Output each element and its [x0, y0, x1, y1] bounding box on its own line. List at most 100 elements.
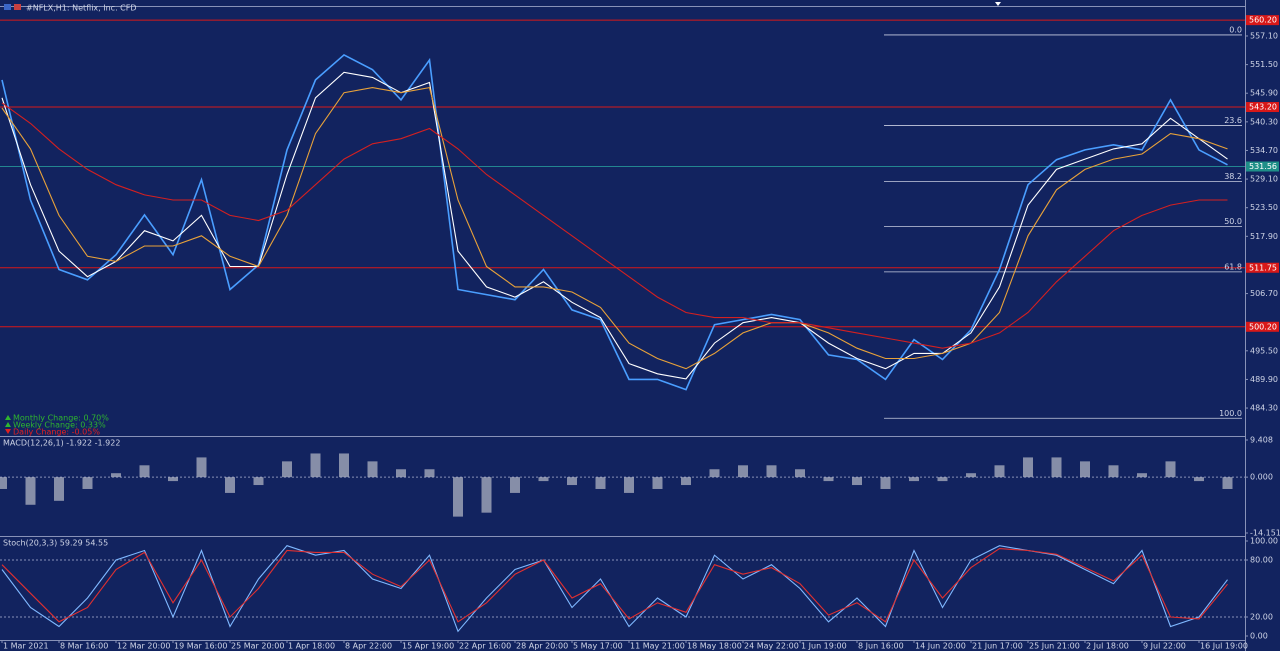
x-tick-label: 5 May 17:00	[573, 642, 623, 651]
fibo-label: 38.2	[1224, 172, 1242, 181]
x-tick-label: 24 May 22:00	[744, 642, 799, 651]
y-tick-label: 506.70	[1250, 289, 1278, 298]
histogram-bar	[937, 477, 948, 482]
x-tick-label: 8 Mar 16:00	[60, 642, 108, 651]
histogram-bar	[111, 473, 121, 478]
level-label-box	[1246, 321, 1279, 332]
histogram-bar	[196, 457, 207, 478]
histogram-bar	[567, 477, 577, 486]
x-tick-label: 2 Jul 18:00	[1086, 642, 1129, 651]
x-tick-label: 22 Apr 16:00	[459, 642, 511, 651]
x-tick-label: 25 Jun 21:00	[1029, 642, 1080, 651]
y-tick-label: 551.50	[1250, 60, 1278, 69]
level-label-box	[1246, 262, 1279, 273]
histogram-bar	[909, 477, 919, 482]
x-tick-label: 1 Apr 18:00	[288, 642, 335, 651]
y-tick-label: 523.50	[1250, 203, 1278, 212]
x-tick-label: 28 Apr 20:00	[516, 642, 568, 651]
y-tick-label: 534.70	[1250, 146, 1278, 155]
y-tick-label: -14.151	[1250, 529, 1280, 538]
histogram-bar	[823, 477, 834, 482]
y-tick-label: 0.00	[1250, 632, 1268, 641]
histogram-bar	[0, 477, 7, 489]
level-label: 511.75	[1249, 263, 1277, 272]
daily-change: Daily Change: -0.05%	[13, 428, 100, 437]
current-price-label: 531.56	[1249, 162, 1277, 171]
flag-icon	[14, 4, 21, 10]
current-price-box	[1246, 161, 1279, 172]
y-tick-label: 517.90	[1250, 232, 1278, 241]
histogram-bar	[1137, 473, 1147, 478]
x-tick-label: 1 Jun 19:00	[801, 642, 847, 651]
x-tick-label: 9 Jul 22:00	[1143, 642, 1186, 651]
histogram-bar	[538, 477, 549, 482]
level-label-box	[1246, 102, 1279, 113]
symbol-title: #NFLX,H1: Netflix, Inc. CFD	[26, 4, 137, 13]
histogram-bar	[481, 477, 492, 513]
x-tick-label: 8 Apr 22:00	[345, 642, 392, 651]
y-tick-label: 540.30	[1250, 117, 1278, 126]
indicator-title: Stoch(20,3,3) 59.29 54.55	[3, 539, 108, 548]
series-line	[1, 102, 1228, 349]
histogram-bar	[367, 461, 378, 478]
histogram-bar	[453, 477, 463, 517]
histogram-bar	[1165, 461, 1176, 478]
y-tick-label: 80.00	[1250, 555, 1273, 564]
histogram-bar	[424, 469, 435, 478]
x-tick-label: 11 May 21:00	[630, 642, 685, 651]
series-line	[1, 86, 1228, 370]
shift-marker	[995, 2, 1001, 6]
level-label: 560.20	[1249, 16, 1277, 25]
histogram-bar	[681, 477, 691, 486]
fibo-label: 50.0	[1224, 217, 1242, 226]
histogram-bar	[966, 473, 976, 478]
histogram-bar	[339, 453, 349, 478]
level-label: 543.20	[1249, 103, 1277, 112]
x-tick-label: 18 May 18:00	[687, 642, 742, 651]
level-label-box	[1246, 15, 1279, 26]
histogram-bar	[253, 477, 264, 486]
series-line	[1, 71, 1228, 380]
up-arrow	[5, 422, 11, 427]
up-arrow	[5, 415, 11, 420]
histogram-bar	[595, 477, 606, 489]
histogram-bar	[1080, 461, 1090, 478]
histogram-bar	[852, 477, 862, 486]
y-tick-label: 489.90	[1250, 375, 1278, 384]
down-arrow	[5, 429, 11, 434]
histogram-bar	[139, 465, 150, 478]
x-tick-label: 19 Mar 16:00	[174, 642, 227, 651]
x-tick-label: 14 Jun 20:00	[915, 642, 966, 651]
y-tick-label: 100.00	[1250, 536, 1278, 545]
histogram-bar	[738, 465, 748, 478]
series-line	[1, 53, 1228, 391]
histogram-bar	[310, 453, 321, 478]
histogram-bar	[282, 461, 292, 478]
x-tick-label: 8 Jun 16:00	[858, 642, 904, 651]
histogram-bar	[82, 477, 93, 489]
histogram-bar	[1023, 457, 1033, 478]
x-tick-label: 12 Mar 20:00	[117, 642, 170, 651]
histogram-bar	[225, 477, 235, 493]
y-tick-label: 20.00	[1250, 613, 1273, 622]
y-tick-label: 9.408	[1250, 436, 1273, 445]
monthly-change: Monthly Change: 0.70%	[13, 414, 109, 423]
x-tick-label: 1 Mar 2021	[3, 642, 49, 651]
fibo-label: 23.6	[1224, 116, 1242, 125]
y-tick-label: 484.30	[1250, 404, 1278, 413]
histogram-bar	[709, 469, 720, 478]
x-tick-label: 15 Apr 19:00	[402, 642, 454, 651]
y-tick-label: 545.90	[1250, 89, 1278, 98]
histogram-bar	[1222, 477, 1233, 489]
x-tick-label: 16 Jul 19:00	[1200, 642, 1248, 651]
histogram-bar	[25, 477, 36, 505]
indicator-title: MACD(12,26,1) -1.922 -1.922	[3, 439, 120, 448]
x-tick-label: 25 Mar 20:00	[231, 642, 284, 651]
fibo-label: 61.8	[1224, 262, 1242, 271]
weekly-change: Weekly Change: 0.33%	[13, 421, 106, 430]
y-tick-label: 0.000	[1250, 473, 1273, 482]
histogram-bar	[1051, 457, 1062, 478]
histogram-bar	[795, 469, 805, 478]
y-tick-label: 557.10	[1250, 31, 1278, 40]
